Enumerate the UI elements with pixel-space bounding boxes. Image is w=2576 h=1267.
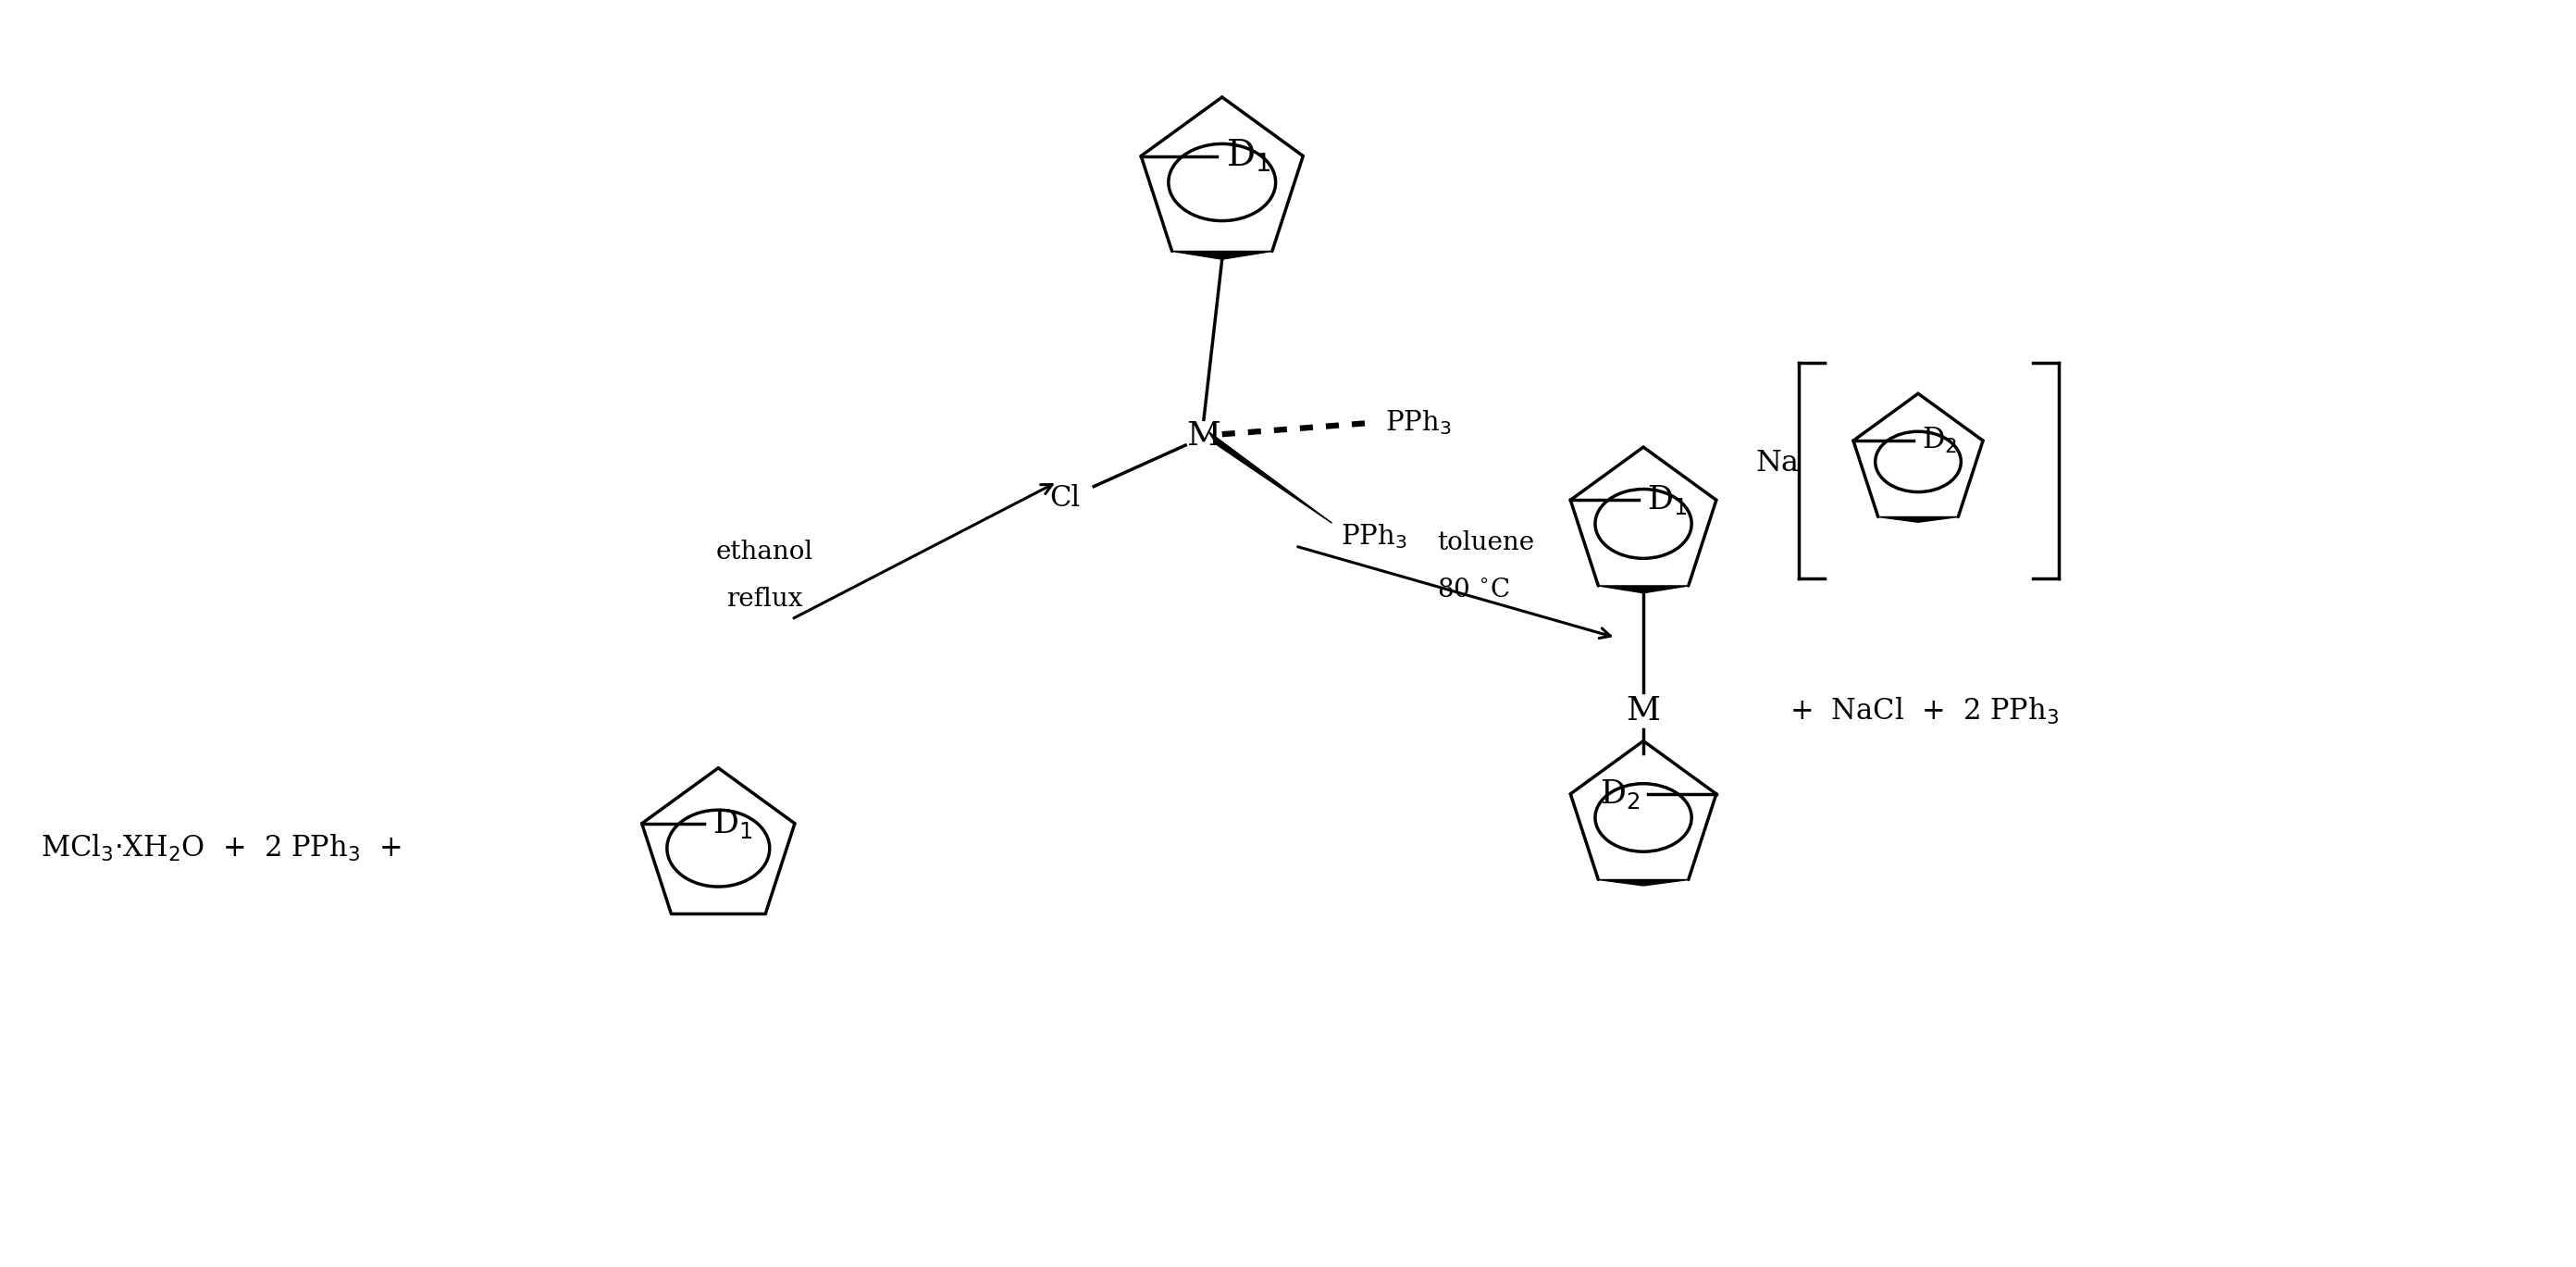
Text: D$_1$: D$_1$ [1646,484,1687,517]
Text: reflux: reflux [726,587,801,612]
Text: PPh$_3$: PPh$_3$ [1386,408,1450,437]
Text: D$_2$: D$_2$ [1600,777,1638,811]
Text: D$_2$: D$_2$ [1922,426,1958,456]
Polygon shape [1597,879,1687,886]
Text: 80 $^{\circ}$C: 80 $^{\circ}$C [1437,578,1510,603]
Polygon shape [1208,432,1332,523]
Polygon shape [1878,517,1958,522]
Text: M: M [1625,696,1662,727]
Text: ethanol: ethanol [716,540,814,564]
Text: MCl$_3$$\cdot$XH$_2$O  +  2 PPh$_3$  +: MCl$_3$$\cdot$XH$_2$O + 2 PPh$_3$ + [41,832,402,864]
Text: Na: Na [1757,450,1798,478]
Text: D$_1$: D$_1$ [714,807,752,840]
Text: D$_1$: D$_1$ [1226,138,1270,174]
Text: +  NaCl  +  2 PPh$_3$: + NaCl + 2 PPh$_3$ [1790,696,2058,726]
Polygon shape [1597,585,1687,593]
Text: PPh$_3$: PPh$_3$ [1342,522,1406,551]
Polygon shape [1172,251,1273,260]
Text: toluene: toluene [1437,530,1535,555]
Text: Cl: Cl [1048,484,1079,513]
Text: M: M [1188,421,1221,452]
